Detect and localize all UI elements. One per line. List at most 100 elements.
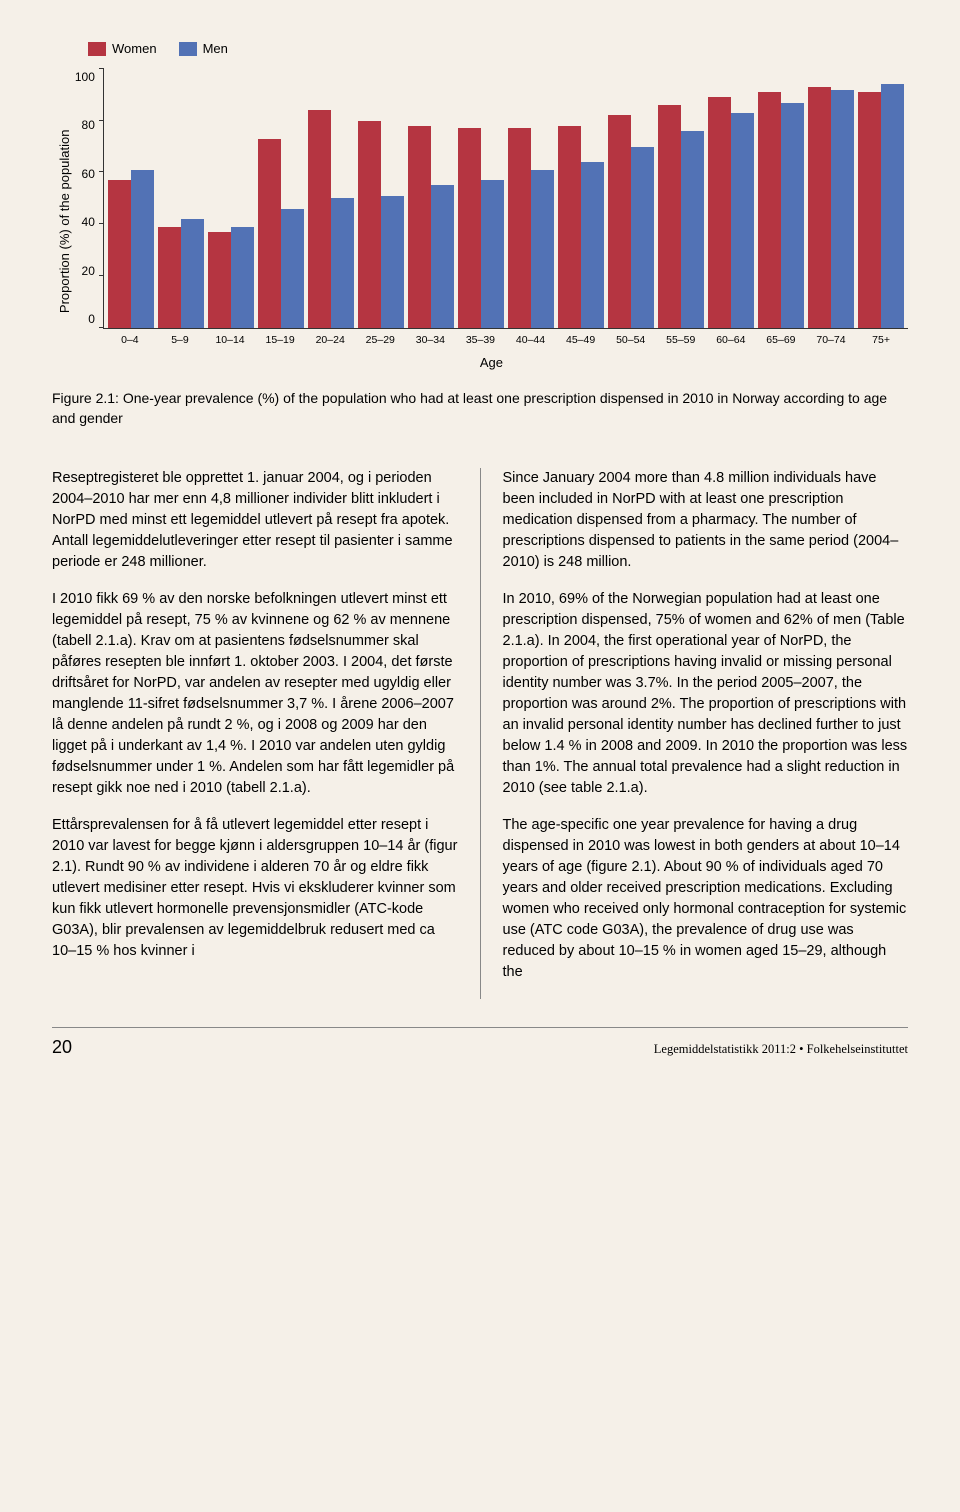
- bar-women: [458, 128, 481, 327]
- bar-women: [858, 92, 881, 328]
- x-tick-label: 75+: [858, 333, 904, 348]
- y-axis: 100 80 60 40 20 0: [75, 69, 103, 329]
- page-number: 20: [52, 1034, 72, 1060]
- x-tick-label: 70–74: [808, 333, 854, 348]
- page: Women Men Proportion (%) of the populati…: [0, 0, 960, 1081]
- bar-women: [708, 97, 731, 328]
- bar-women: [558, 126, 581, 328]
- bar-women: [108, 180, 131, 328]
- legend-men: Men: [179, 40, 228, 59]
- bar-group: [208, 69, 254, 328]
- x-tick-label: 15–19: [257, 333, 303, 348]
- bar-men: [281, 209, 304, 328]
- y-tick: 60: [82, 166, 95, 183]
- bar-women: [208, 232, 231, 328]
- chart-grid: 100 80 60 40 20 0: [75, 69, 908, 329]
- x-axis-labels: 0–4 5–9 10–14 15–19 20–24 25–29 30–34 35–39 40–4…: [103, 329, 908, 348]
- plot-area: [103, 69, 908, 329]
- bar-group: [258, 69, 304, 328]
- x-tick-label: 10–14: [207, 333, 253, 348]
- bar-women: [358, 121, 381, 328]
- bar-men: [131, 170, 154, 328]
- legend-men-label: Men: [203, 40, 228, 59]
- bar-group: [158, 69, 204, 328]
- bar-group: [558, 69, 604, 328]
- bar-women: [508, 128, 531, 327]
- bar-group: [608, 69, 654, 328]
- bar-women: [658, 105, 681, 328]
- chart-legend: Women Men: [88, 40, 908, 59]
- para: Ettårsprevalensen for å få utlevert lege…: [52, 815, 458, 962]
- bar-men: [331, 198, 354, 328]
- figure-caption: Figure 2.1: One-year prevalence (%) of t…: [52, 389, 908, 428]
- bar-group: [308, 69, 354, 328]
- y-tick: 100: [75, 69, 95, 86]
- bar-men: [381, 196, 404, 328]
- y-tick: 0: [88, 311, 95, 328]
- bar-group: [508, 69, 554, 328]
- swatch-women: [88, 42, 106, 56]
- x-tick-label: 55–59: [658, 333, 704, 348]
- bar-group: [858, 69, 904, 328]
- x-tick-label: 0–4: [107, 333, 153, 348]
- x-tick-label: 40–44: [507, 333, 553, 348]
- bar-group: [758, 69, 804, 328]
- bar-women: [808, 87, 831, 328]
- bar-women: [258, 139, 281, 328]
- x-tick-label: 45–49: [558, 333, 604, 348]
- column-left: Reseptregisteret ble opprettet 1. januar…: [52, 468, 481, 999]
- bar-group: [408, 69, 454, 328]
- x-tick-label: 60–64: [708, 333, 754, 348]
- x-tick-label: 20–24: [307, 333, 353, 348]
- x-tick-label: 25–29: [357, 333, 403, 348]
- bar-group: [708, 69, 754, 328]
- y-tick: 20: [82, 263, 95, 280]
- bar-group: [358, 69, 404, 328]
- x-axis-title: Age: [75, 354, 908, 373]
- y-axis-label: Proportion (%) of the population: [52, 69, 75, 373]
- publication-line: Legemiddelstatistikk 2011:2 • Folkehelse…: [654, 1040, 908, 1058]
- chart: Proportion (%) of the population 100 80 60…: [52, 69, 908, 373]
- bar-men: [781, 103, 804, 328]
- bar-group: [808, 69, 854, 328]
- para: In 2010, 69% of the Norwegian population…: [503, 589, 909, 799]
- para: Since January 2004 more than 4.8 million…: [503, 468, 909, 573]
- bar-women: [158, 227, 181, 328]
- column-right: Since January 2004 more than 4.8 million…: [481, 468, 909, 999]
- bar-group: [658, 69, 704, 328]
- bar-men: [181, 219, 204, 328]
- bar-women: [308, 110, 331, 328]
- bar-group: [458, 69, 504, 328]
- y-tick: 40: [82, 214, 95, 231]
- bar-women: [408, 126, 431, 328]
- para: I 2010 fikk 69 % av den norske befolknin…: [52, 589, 458, 799]
- bar-group: [108, 69, 154, 328]
- page-footer: 20 Legemiddelstatistikk 2011:2 • Folkehe…: [52, 1027, 908, 1060]
- bar-men: [681, 131, 704, 328]
- legend-women: Women: [88, 40, 157, 59]
- bar-men: [831, 90, 854, 328]
- para: Reseptregisteret ble opprettet 1. januar…: [52, 468, 458, 573]
- bar-men: [231, 227, 254, 328]
- bar-men: [881, 84, 904, 327]
- bar-men: [631, 147, 654, 328]
- para: The age-specific one year prevalence for…: [503, 815, 909, 983]
- x-tick-label: 65–69: [758, 333, 804, 348]
- bar-women: [608, 115, 631, 327]
- chart-area: 100 80 60 40 20 0 0–4 5–9 10–14 15–19 20–24 25–29 3…: [75, 69, 908, 373]
- x-tick-label: 50–54: [608, 333, 654, 348]
- swatch-men: [179, 42, 197, 56]
- legend-women-label: Women: [112, 40, 157, 59]
- bar-men: [481, 180, 504, 328]
- x-tick-label: 5–9: [157, 333, 203, 348]
- bar-men: [531, 170, 554, 328]
- bar-men: [431, 185, 454, 327]
- x-tick-label: 30–34: [407, 333, 453, 348]
- bar-men: [731, 113, 754, 328]
- x-tick-label: 35–39: [457, 333, 503, 348]
- bar-women: [758, 92, 781, 328]
- y-tick: 80: [82, 117, 95, 134]
- bar-men: [581, 162, 604, 328]
- x-axis: 0–4 5–9 10–14 15–19 20–24 25–29 30–34 35–39 40–4…: [75, 329, 908, 348]
- text-columns: Reseptregisteret ble opprettet 1. januar…: [52, 468, 908, 999]
